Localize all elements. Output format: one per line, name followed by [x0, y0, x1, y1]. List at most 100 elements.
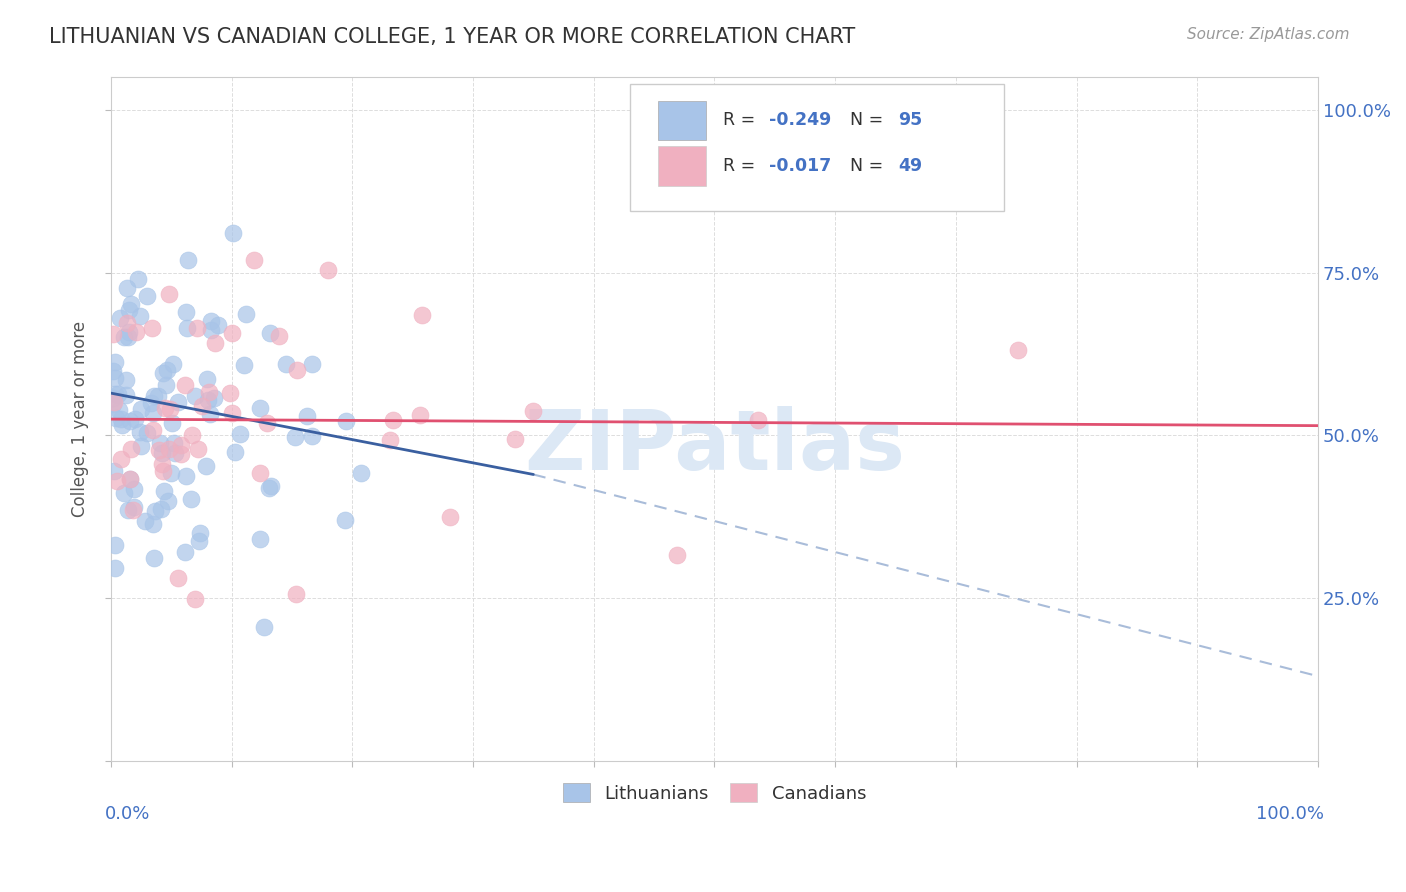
- Text: R =: R =: [723, 112, 761, 129]
- Point: [104, 561, 127, 575]
- Point: [112, 330, 135, 344]
- Point: [162, 357, 184, 371]
- Point: [285, 587, 308, 601]
- Point: [167, 570, 190, 584]
- Point: [207, 318, 229, 332]
- Point: [195, 372, 218, 386]
- Point: [163, 436, 186, 450]
- Point: [256, 417, 278, 431]
- Point: [747, 413, 769, 427]
- Point: [135, 425, 157, 440]
- Text: 49: 49: [898, 157, 922, 176]
- Point: [224, 445, 246, 459]
- Point: [409, 408, 432, 422]
- Point: [200, 314, 222, 328]
- Point: [115, 316, 138, 330]
- FancyBboxPatch shape: [658, 146, 706, 186]
- Point: [120, 413, 142, 427]
- Point: [152, 366, 174, 380]
- Point: [301, 357, 323, 371]
- FancyBboxPatch shape: [658, 101, 706, 140]
- Text: Source: ZipAtlas.com: Source: ZipAtlas.com: [1187, 27, 1350, 42]
- Point: [184, 389, 207, 403]
- Point: [128, 309, 150, 323]
- Point: [187, 533, 209, 548]
- Point: [180, 491, 202, 506]
- Point: [104, 370, 127, 384]
- Point: [152, 464, 174, 478]
- Point: [160, 466, 183, 480]
- Point: [411, 308, 433, 322]
- FancyBboxPatch shape: [630, 84, 1004, 211]
- Point: [221, 406, 243, 420]
- Point: [122, 483, 145, 497]
- Point: [142, 424, 165, 438]
- Point: [136, 289, 159, 303]
- Point: [188, 526, 211, 541]
- Point: [235, 307, 257, 321]
- Point: [111, 418, 134, 433]
- Point: [155, 378, 177, 392]
- Point: [522, 403, 544, 417]
- Point: [202, 391, 225, 405]
- Point: [134, 515, 156, 529]
- Point: [666, 548, 689, 562]
- Point: [198, 407, 221, 421]
- Point: [297, 409, 319, 423]
- Text: -0.017: -0.017: [769, 157, 831, 176]
- Point: [142, 406, 165, 420]
- Legend: Lithuanians, Canadians: Lithuanians, Canadians: [555, 776, 873, 810]
- Point: [122, 500, 145, 514]
- Point: [160, 416, 183, 430]
- Point: [150, 457, 173, 471]
- Point: [187, 442, 209, 457]
- Point: [316, 263, 339, 277]
- Point: [120, 442, 142, 457]
- Point: [129, 439, 152, 453]
- Point: [101, 364, 124, 378]
- Point: [139, 396, 162, 410]
- Point: [117, 330, 139, 344]
- Point: [222, 227, 245, 241]
- Point: [156, 363, 179, 377]
- Point: [198, 385, 221, 400]
- Point: [120, 472, 142, 486]
- Point: [259, 481, 281, 495]
- Point: [104, 387, 127, 401]
- Point: [1007, 343, 1029, 357]
- Text: 100.0%: 100.0%: [1256, 805, 1324, 823]
- Point: [105, 474, 128, 488]
- Point: [229, 426, 252, 441]
- Text: N =: N =: [849, 112, 889, 129]
- Point: [120, 297, 142, 311]
- Point: [173, 378, 195, 392]
- Point: [157, 442, 180, 456]
- Point: [104, 411, 127, 425]
- Point: [101, 391, 124, 405]
- Point: [112, 486, 135, 500]
- Point: [103, 464, 125, 478]
- Point: [204, 336, 226, 351]
- Point: [176, 320, 198, 334]
- Point: [115, 281, 138, 295]
- Point: [155, 401, 177, 415]
- Text: N =: N =: [849, 157, 889, 176]
- Point: [177, 252, 200, 267]
- Point: [107, 387, 129, 401]
- Text: 0.0%: 0.0%: [104, 805, 150, 823]
- Point: [157, 287, 180, 301]
- Point: [142, 389, 165, 403]
- Point: [174, 468, 197, 483]
- Point: [115, 388, 138, 402]
- Point: [333, 513, 356, 527]
- Point: [110, 411, 132, 425]
- Point: [128, 425, 150, 439]
- Point: [101, 397, 124, 411]
- Point: [186, 321, 208, 335]
- Point: [174, 304, 197, 318]
- Point: [381, 413, 404, 427]
- Point: [253, 620, 276, 634]
- Point: [378, 433, 401, 447]
- Point: [218, 386, 240, 401]
- Point: [249, 467, 271, 481]
